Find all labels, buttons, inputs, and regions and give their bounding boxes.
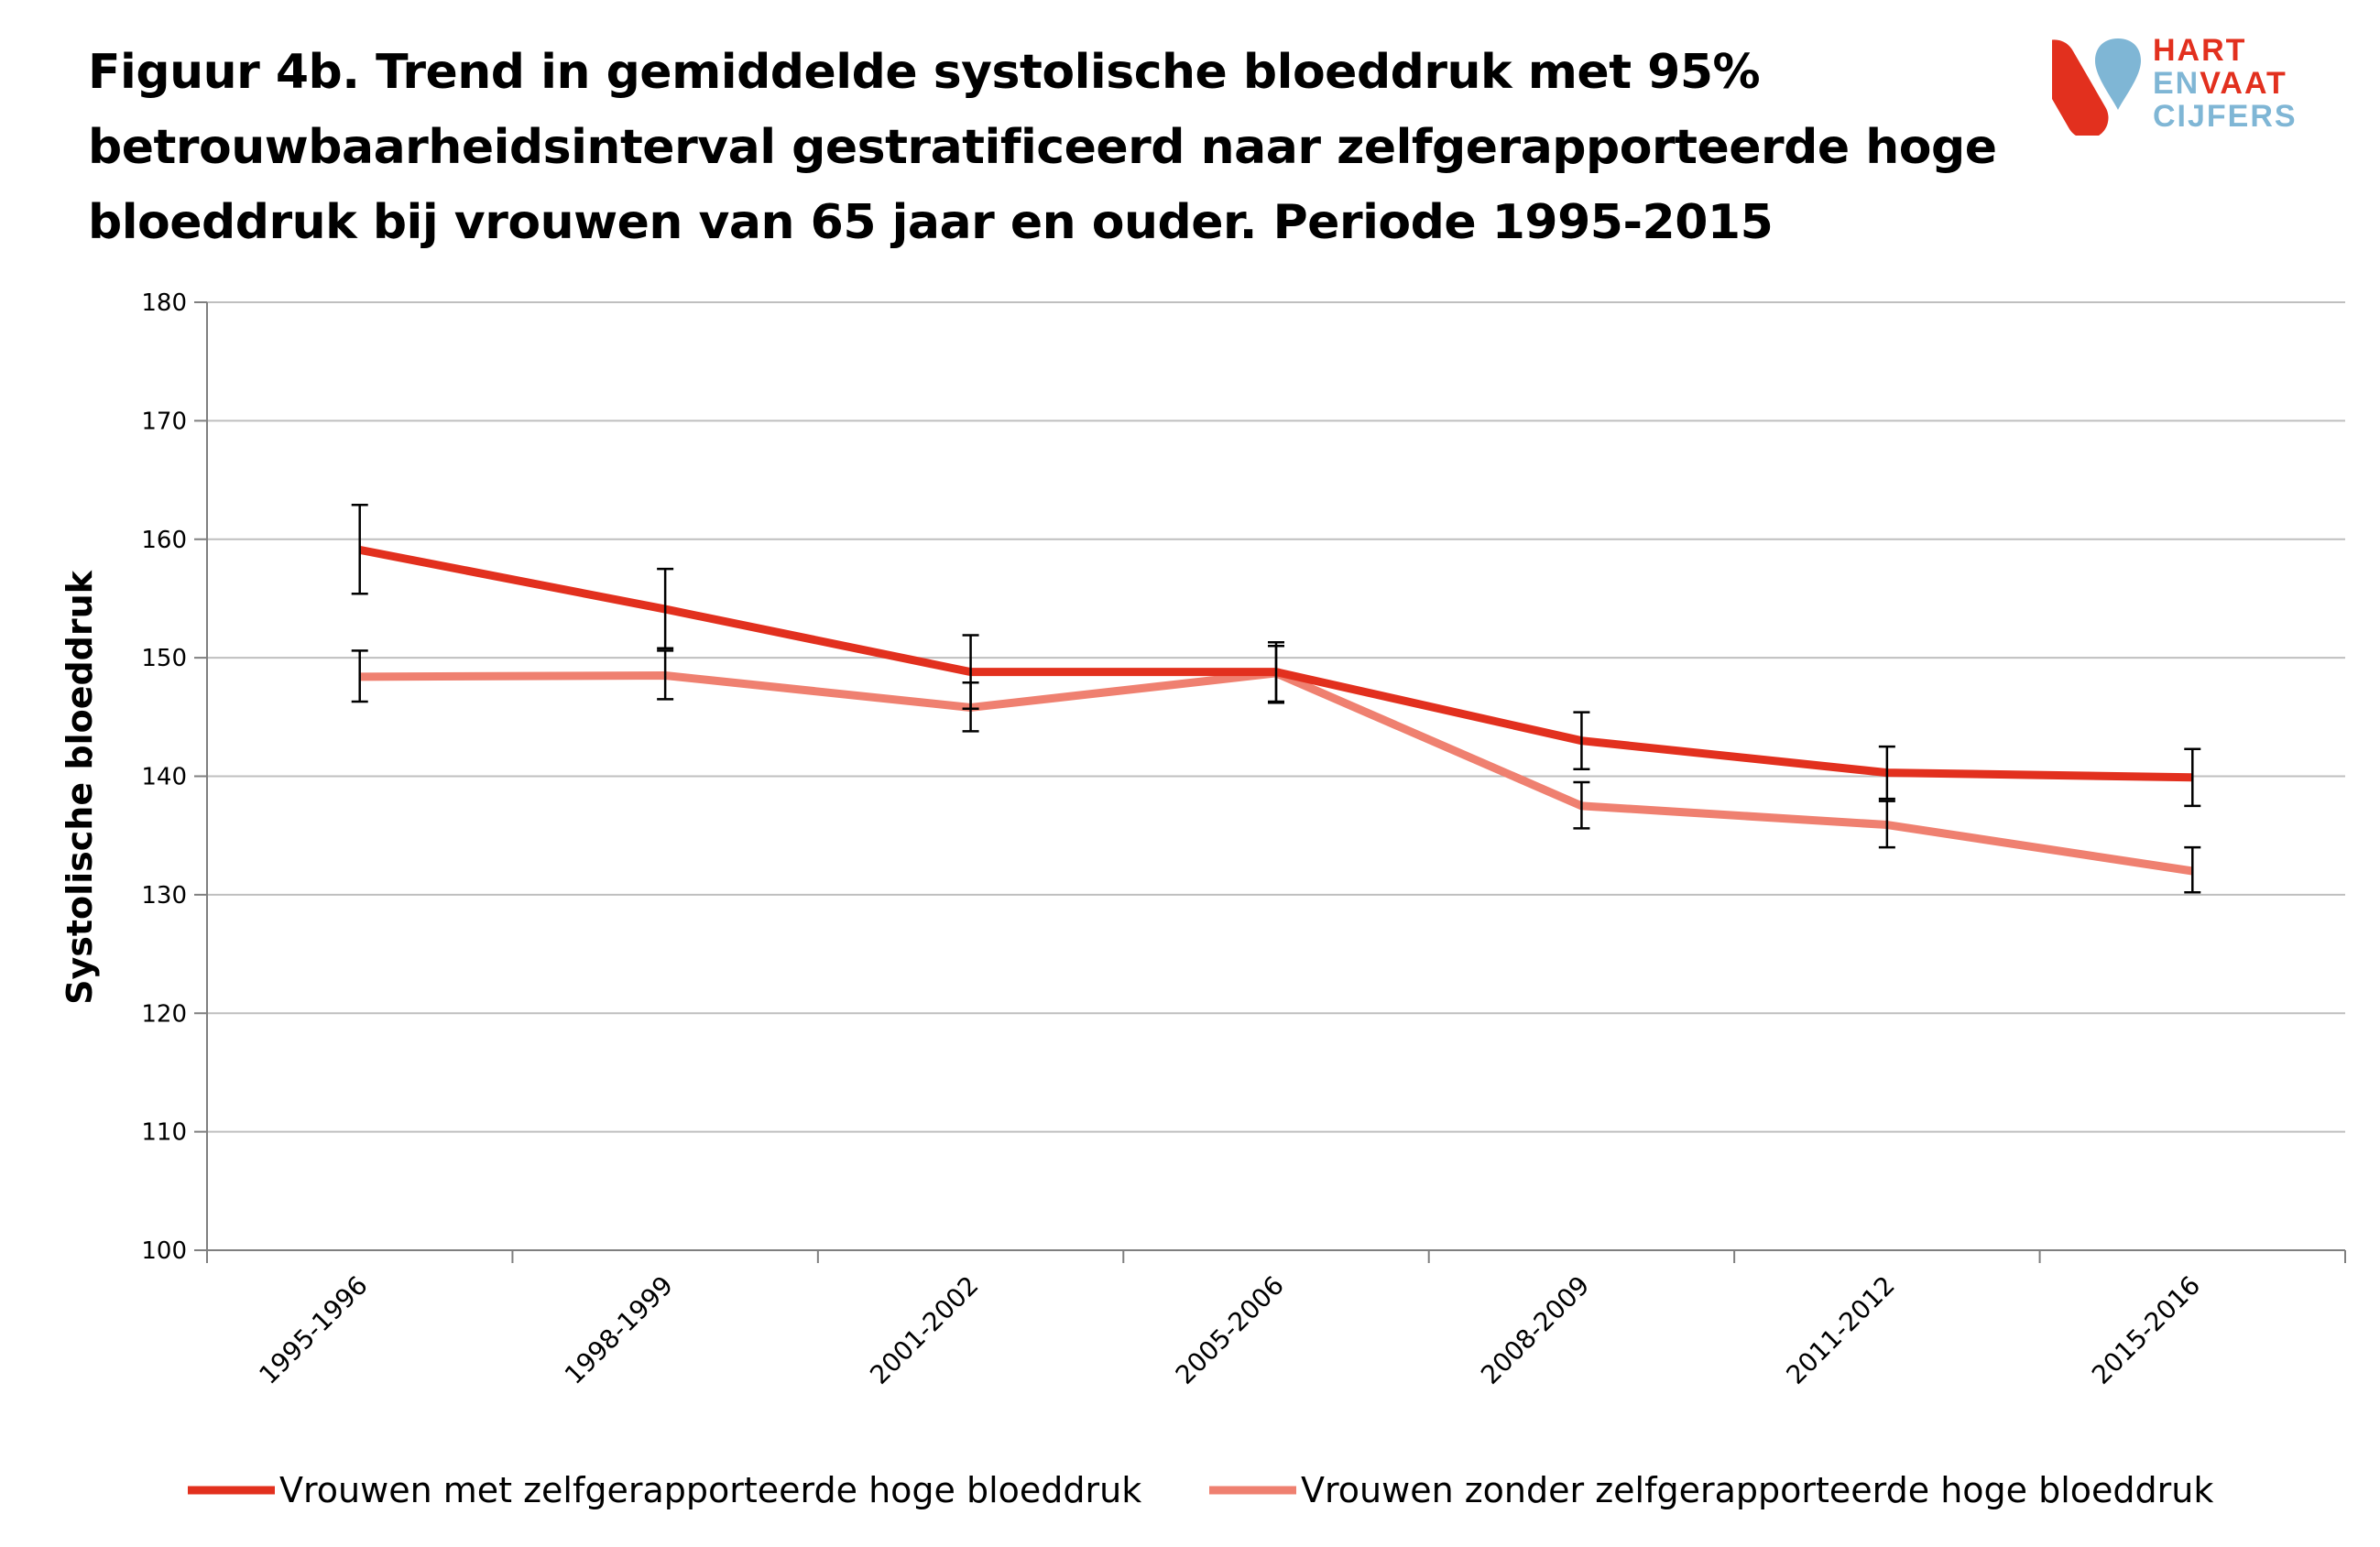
x-tick-label-2015-2016: 2015-2016 <box>2086 1270 2206 1390</box>
series-1-errorbar-1995-1996 <box>351 503 368 595</box>
logo-text-vaat: VAAT <box>2200 66 2287 101</box>
logo-red-bar-icon <box>2052 39 2109 136</box>
series-1 <box>351 503 2201 808</box>
y-tick-label-120: 120 <box>141 1000 187 1028</box>
series-1-errorbar-1998-1999 <box>657 567 674 650</box>
series-group <box>351 503 2201 894</box>
y-tick-label-100: 100 <box>141 1237 187 1265</box>
x-tick-label-2011-2012: 2011-2012 <box>1781 1270 1901 1390</box>
series-2-errorbar-2015-2016 <box>2184 845 2201 894</box>
x-tick-label-1998-1999: 1998-1999 <box>559 1270 679 1390</box>
y-axis-label: Systolische bloeddruk <box>60 570 100 1005</box>
series-2-errorbar-2011-2012 <box>1878 800 1895 849</box>
y-tick-label-140: 140 <box>141 764 187 791</box>
x-tick-label-2001-2002: 2001-2002 <box>864 1270 984 1390</box>
x-tick-label-2008-2009: 2008-2009 <box>1475 1270 1595 1390</box>
hart-en-vaat-cijfers-logo: HART ENVAAT CIJFERS <box>2052 33 2298 136</box>
series-2-errorbar-1995-1996 <box>351 649 368 703</box>
legend-label-1: Vrouwen met zelfgerapporteerde hoge bloe… <box>279 1470 1141 1510</box>
y-tick-label-180: 180 <box>141 289 187 317</box>
logo-text-envaat: ENVAAT <box>2153 66 2287 101</box>
title-line-2: betrouwbaarheidsinterval gestratificeerd… <box>88 120 1997 175</box>
x-tick-labels: 1995-1996 1998-1999 2001-2002 2005-2006 2008… <box>253 1270 2206 1390</box>
y-tick-label-110: 110 <box>141 1119 187 1147</box>
y-tick-label-170: 170 <box>141 408 187 435</box>
y-tick-label-150: 150 <box>141 645 187 672</box>
logo-blue-drop-icon <box>2095 38 2141 110</box>
x-tick-label-2005-2006: 2005-2006 <box>1170 1270 1290 1390</box>
gridlines <box>207 301 2345 1133</box>
title-line-1: Figuur 4b. Trend in gemiddelde systolisc… <box>88 45 1761 100</box>
logo-text-hart: HART <box>2153 33 2246 68</box>
logo-text-en: EN <box>2153 66 2200 101</box>
y-tick-label-160: 160 <box>141 527 187 554</box>
chart-title: Figuur 4b. Trend in gemiddelde systolisc… <box>88 35 1997 260</box>
title-line-3: bloeddruk bij vrouwen van 65 jaar en oud… <box>88 195 1774 250</box>
y-tick-label-130: 130 <box>141 882 187 910</box>
y-tick-labels: 100 110 120 130 140 150 160 170 180 <box>141 289 187 1265</box>
axes <box>194 301 2346 1263</box>
series-2-errorbar-2008-2009 <box>1573 780 1590 830</box>
x-tick-label-1995-1996: 1995-1996 <box>253 1270 373 1390</box>
legend-label-2: Vrouwen zonder zelfgerapporteerde hoge b… <box>1301 1470 2213 1510</box>
series-2-errorbar-1998-1999 <box>657 649 674 701</box>
legend: Vrouwen met zelfgerapporteerde hoge bloe… <box>188 1470 2213 1510</box>
logo-text-cijfers: CIJFERS <box>2153 99 2298 134</box>
